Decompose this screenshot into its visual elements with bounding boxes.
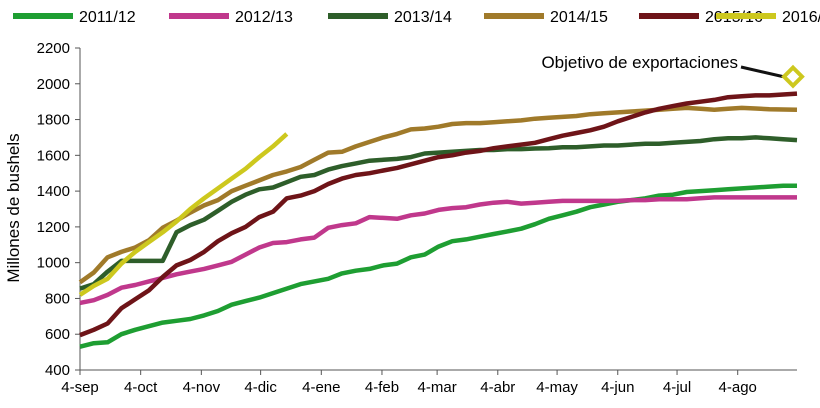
legend-swatch xyxy=(716,13,776,19)
x-tick-label: 4-abr xyxy=(480,379,515,396)
plot-series xyxy=(78,91,798,349)
legend-swatch xyxy=(639,13,699,19)
y-tick-label: 800 xyxy=(45,290,70,307)
legend-swatch xyxy=(169,13,229,19)
y-tick-label: 600 xyxy=(45,326,70,343)
y-tick-label: 1600 xyxy=(37,147,70,164)
y-tick-label: 1400 xyxy=(37,183,70,200)
y-axis-title: Millones de bushels xyxy=(4,133,23,282)
legend-label: 2013/14 xyxy=(394,9,452,26)
series-line-2016-17 xyxy=(78,132,289,297)
annotation-label: Objetivo de exportaciones xyxy=(541,53,738,72)
series-line-2014-15 xyxy=(78,105,798,285)
legend-label: 2016/17 xyxy=(782,9,820,26)
x-tick-label: 4-jul xyxy=(663,379,691,396)
legend-label: 2011/12 xyxy=(79,9,136,26)
legend-label: 2014/15 xyxy=(550,9,608,26)
x-tick-label: 4-dic xyxy=(244,379,277,396)
x-tick-label: 4-feb xyxy=(365,379,399,396)
legend-swatch xyxy=(13,13,73,19)
x-tick-label: 4-jun xyxy=(601,379,634,396)
series-line-2013-14 xyxy=(79,135,798,291)
x-axis: 4-sep 4-oct 4-nov 4-dic 4-ene 4-feb 4-mar 4-abr… xyxy=(61,369,797,396)
y-tick-label: 1800 xyxy=(37,112,70,129)
x-tick-label: 4-mar xyxy=(418,379,457,396)
legend: 2011/122012/132013/142014/152015/162016/… xyxy=(13,9,820,26)
annotation-layer: Objetivo de exportaciones xyxy=(541,53,805,89)
series-line-2015-16 xyxy=(79,91,798,338)
series-line-2011-12 xyxy=(79,183,797,349)
x-tick-label: 4-nov xyxy=(183,379,221,396)
x-tick-label: 4-ene xyxy=(302,379,340,396)
legend-swatch xyxy=(484,13,544,19)
x-tick-label: 4-ago xyxy=(719,379,757,396)
x-tick-label: 4-oct xyxy=(124,379,158,396)
x-tick-label: 4-sep xyxy=(61,379,99,396)
y-tick-label: 1000 xyxy=(37,255,70,272)
x-tick-label: 4-may xyxy=(536,379,578,396)
y-tick-label: 2200 xyxy=(37,40,70,57)
target-diamond-marker xyxy=(781,64,805,89)
series-line-2012-13 xyxy=(79,195,797,306)
annotation-pointer xyxy=(740,65,784,79)
y-tick-label: 2000 xyxy=(37,76,70,93)
legend-label: 2012/13 xyxy=(235,9,293,26)
y-axis: 400 600 800 1000 1200 1400 1600 1800 2000 2200 xyxy=(37,40,81,379)
legend-swatch xyxy=(328,13,388,19)
y-tick-label: 1200 xyxy=(37,219,70,236)
y-tick-label: 400 xyxy=(45,362,70,379)
